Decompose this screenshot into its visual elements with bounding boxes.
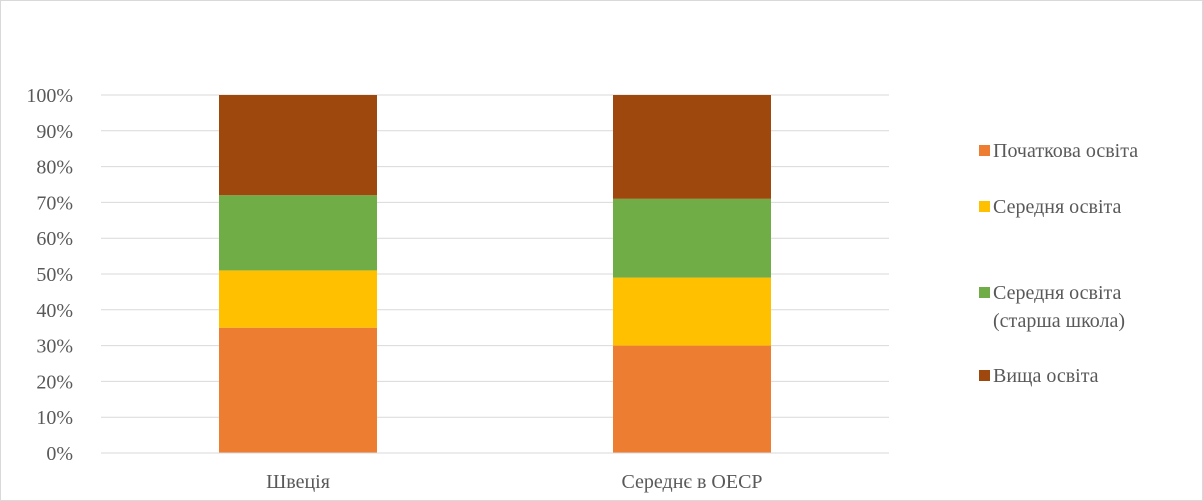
- bar-segment: [613, 277, 771, 346]
- bars-layer: [219, 95, 771, 453]
- bar-segment: [219, 195, 377, 271]
- legend-swatch: [979, 370, 990, 381]
- legend-swatch: [979, 287, 990, 298]
- legend-swatch: [979, 145, 990, 156]
- x-category-label: Середнє в ОЕСР: [621, 471, 762, 493]
- y-tick-label: 60%: [36, 228, 73, 250]
- y-tick-label: 50%: [36, 264, 73, 286]
- y-tick-label: 80%: [36, 157, 73, 179]
- legend-label: Початкова освіта: [993, 140, 1138, 162]
- axis-layer: 0% 10% 20% 30% 40% 50% 60% 70% 80% 90% 100% Швеція С…: [26, 85, 889, 493]
- bar-segment: [613, 345, 771, 453]
- legend-label: Середня освіта: [993, 196, 1122, 218]
- bar-segment: [219, 95, 377, 196]
- y-tick-label: 20%: [36, 371, 73, 393]
- legend-label: Середня освіта (старша школа): [993, 282, 1125, 332]
- y-tick-label: 40%: [36, 300, 73, 322]
- y-tick-label: 30%: [36, 336, 73, 358]
- bar-segment: [219, 327, 377, 453]
- x-category-label: Швеція: [266, 471, 330, 493]
- y-tick-label: 100%: [26, 85, 73, 107]
- legend-swatch: [979, 201, 990, 212]
- bar-segment: [613, 198, 771, 278]
- y-tick-label: 10%: [36, 407, 73, 429]
- bar-segment: [613, 95, 771, 199]
- y-tick-label: 90%: [36, 121, 73, 143]
- legend-label: Вища освіта: [993, 365, 1099, 387]
- legend: Початкова освіта Середня освіта Середня ос…: [979, 140, 1138, 387]
- bar-segment: [219, 270, 377, 328]
- y-tick-label: 70%: [36, 192, 73, 214]
- y-tick-label: 0%: [46, 443, 73, 465]
